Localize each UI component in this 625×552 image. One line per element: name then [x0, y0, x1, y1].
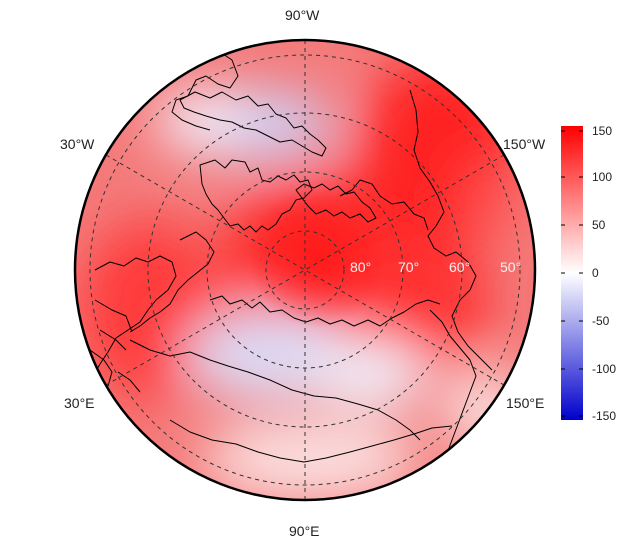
field-pole-core: [248, 188, 388, 328]
field-baffin-white: [155, 90, 245, 150]
lon-label-30e: 30°E: [64, 395, 95, 411]
europe-coast: [85, 255, 177, 393]
europe-borders: [89, 299, 141, 393]
lat-label-80: 80°: [350, 259, 372, 275]
greenland-coast: [199, 159, 313, 233]
lat-label-70: 70°: [398, 259, 420, 275]
lon-label-30w: 30°W: [60, 136, 95, 152]
parallel-80: [265, 230, 345, 310]
russia-inland-borders: [129, 339, 421, 441]
colorbar-ticks: [561, 130, 583, 417]
colorbar-label-0: 0: [592, 266, 599, 280]
colorbar-label-150: 150: [592, 124, 613, 138]
canada-arctic-islands: [295, 183, 377, 223]
field-south-pale: [200, 420, 420, 500]
coastlines: [85, 40, 493, 463]
graticule: [89, 40, 521, 500]
colorbar-label-m50: -50: [592, 314, 610, 328]
colorbar-label-100: 100: [592, 170, 613, 184]
lon-label-90e: 90°E: [289, 523, 320, 539]
lon-label-150w: 150°W: [503, 136, 546, 152]
colorbar-label-50: 50: [592, 218, 606, 232]
field-east-edge: [462, 160, 518, 240]
anomaly-field: [75, 40, 535, 500]
map-border: [73, 38, 537, 502]
baffin-coast: [179, 91, 327, 157]
asia-south-borders: [169, 419, 453, 463]
alaska-coast: [409, 89, 493, 371]
hudson-coast: [171, 40, 239, 131]
field-asia-white: [310, 340, 430, 410]
canada-coast-west: [339, 179, 429, 231]
lat-label-60: 60°: [449, 259, 471, 275]
colorbar-gradient: [561, 126, 583, 420]
parallel-50: [89, 54, 521, 486]
scandinavia-coast: [129, 231, 215, 333]
lon-label-150e: 150°E: [506, 395, 545, 411]
siberia-coast: [209, 295, 441, 327]
east-asia-coast: [429, 309, 477, 457]
lon-label-90w: 90°W: [285, 7, 320, 23]
colorbar-label-m150: -150: [592, 409, 617, 423]
colorbar-label-m100: -100: [592, 362, 617, 376]
lat-label-50: 50°: [500, 259, 522, 275]
